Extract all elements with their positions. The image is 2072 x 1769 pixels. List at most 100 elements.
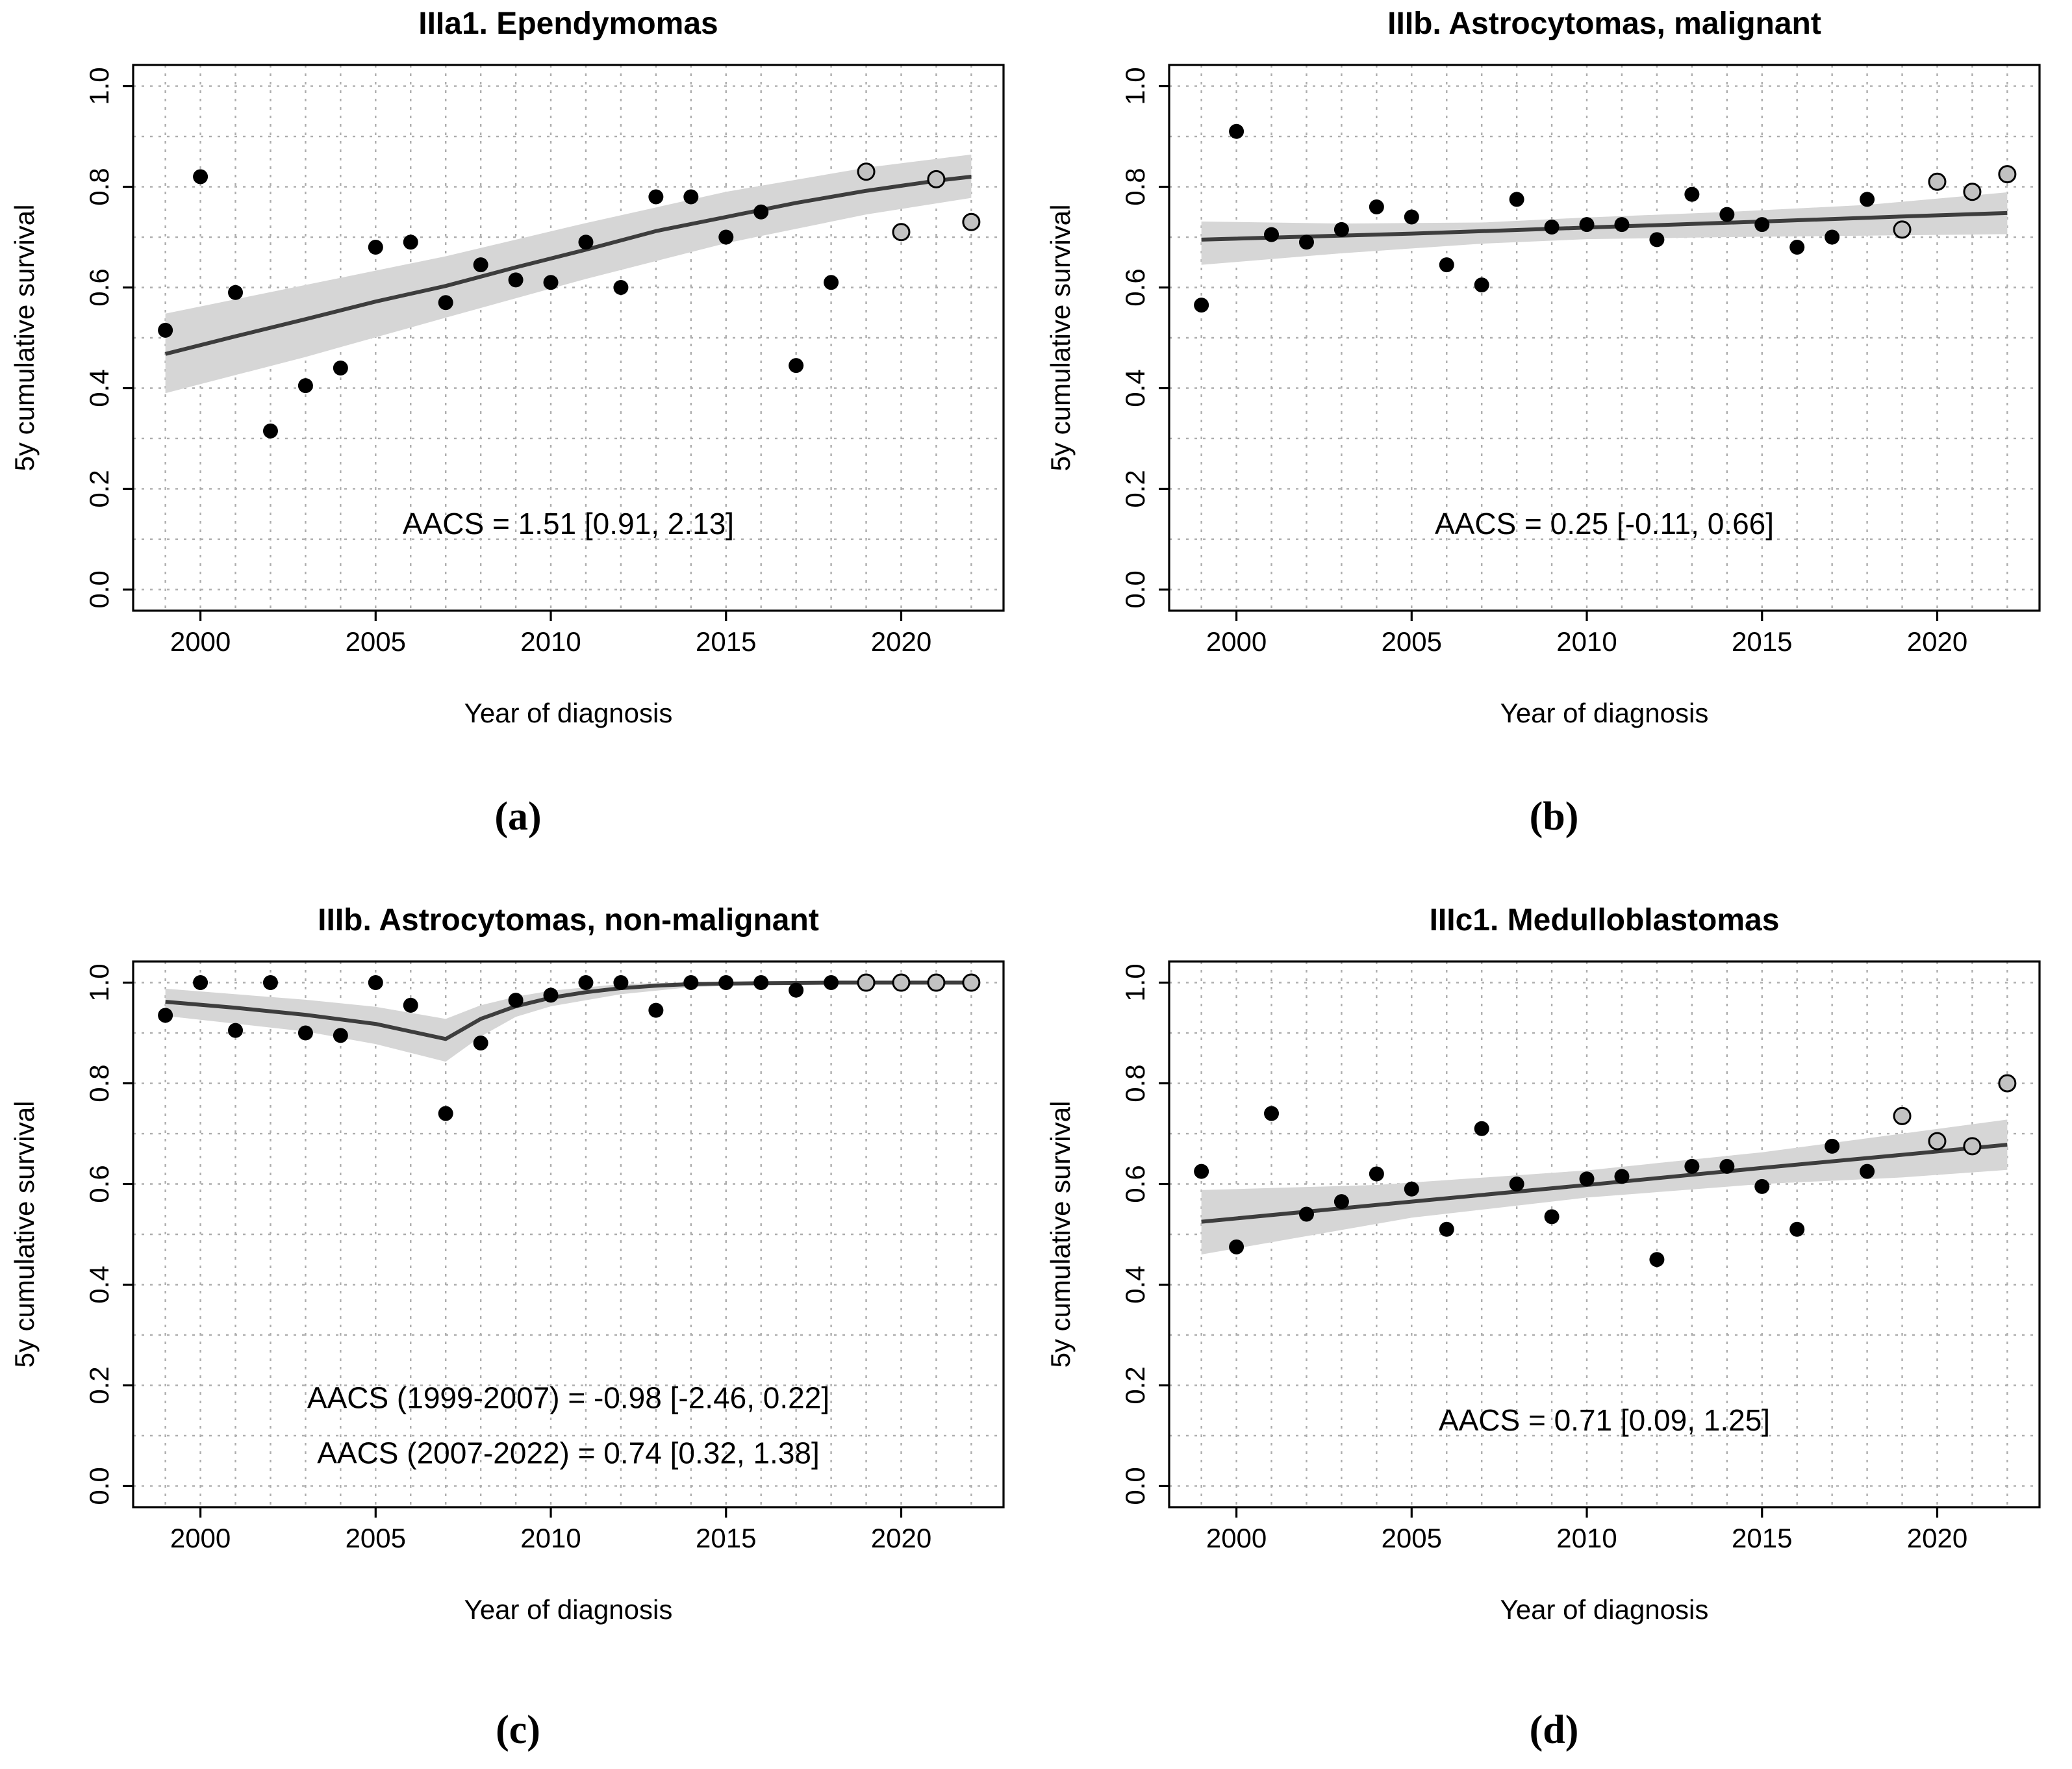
data-point (1579, 217, 1595, 233)
data-point (1194, 1164, 1209, 1179)
data-point (508, 993, 524, 1008)
data-point (683, 975, 699, 991)
x-axis-title: Year of diagnosis (464, 698, 673, 728)
data-point (1333, 1194, 1349, 1210)
data-point (1544, 220, 1560, 235)
x-tick-label: 2010 (520, 626, 581, 657)
data-point (1614, 1169, 1630, 1184)
y-axis: 0.0 0.2 0.4 0.6 0.8 1.0 (1120, 67, 1169, 609)
data-point (1369, 199, 1384, 215)
x-axis-title: Year of diagnosis (1500, 698, 1709, 728)
data-point (403, 997, 418, 1013)
data-point (824, 975, 839, 991)
data-point (1298, 235, 1314, 250)
data-point (578, 975, 594, 991)
grid-lines (133, 961, 1004, 1507)
data-point (228, 1023, 244, 1038)
y-tick-label: 0.8 (84, 1064, 114, 1102)
data-point (1404, 209, 1419, 225)
x-tick-label: 2010 (1556, 1523, 1617, 1553)
data-point (1789, 1221, 1805, 1237)
data-point (1684, 1158, 1700, 1174)
y-tick-label: 0.6 (84, 1165, 114, 1203)
data-point (1719, 1158, 1735, 1174)
data-points (1194, 123, 2017, 313)
data-point (1439, 1221, 1454, 1237)
data-point (1264, 1106, 1280, 1121)
grid-lines (1169, 65, 2040, 611)
x-tick-label: 2020 (1907, 1523, 1967, 1553)
data-point (1474, 277, 1489, 293)
data-point (1649, 232, 1665, 248)
data-point (1264, 227, 1280, 242)
panel-a-letter: (a) (494, 795, 542, 839)
data-point (473, 1036, 488, 1051)
data-point (789, 982, 804, 998)
x-tick-label: 2020 (871, 1523, 931, 1553)
data-point (683, 189, 699, 205)
data-point (262, 975, 278, 991)
x-tick-label: 2005 (1382, 626, 1442, 657)
data-point (1404, 1181, 1419, 1197)
data-point (1963, 183, 1982, 201)
x-tick-label: 2005 (346, 1523, 406, 1553)
y-tick-label: 0.6 (84, 268, 114, 306)
data-point (1649, 1252, 1665, 1267)
data-point (438, 1106, 453, 1121)
data-point (193, 975, 208, 991)
data-point (1825, 1138, 1840, 1154)
panel-c-letter: (c) (496, 1708, 540, 1752)
y-tick-label: 0.2 (1120, 1366, 1150, 1404)
data-point (927, 170, 946, 188)
data-point (1719, 207, 1735, 222)
data-point (718, 229, 734, 245)
data-point (333, 1028, 348, 1043)
panel-c: 2000 2005 2010 2015 2020 0.0 0.2 0.4 0.6 0.8 1.0 II… (0, 897, 1036, 1769)
confidence-band (165, 981, 972, 1062)
data-point (1754, 1178, 1770, 1194)
x-axis: 2000 2005 2010 2015 2020 (1206, 1507, 1967, 1553)
data-point (857, 973, 876, 992)
x-tick-label: 2000 (170, 1523, 231, 1553)
y-axis-title: 5y cumulative survival (1045, 205, 1076, 472)
y-tick-label: 0.8 (1120, 1064, 1150, 1102)
chart-title: IIIa1. Ependymomas (418, 6, 718, 41)
data-point (1860, 1164, 1875, 1179)
chart-title: IIIb. Astrocytomas, malignant (1387, 6, 1821, 41)
y-tick-label: 1.0 (84, 67, 114, 105)
panel-d: 2000 2005 2010 2015 2020 0.0 0.2 0.4 0.6 0.8 1.0 II… (1036, 897, 2072, 1769)
y-axis: 0.0 0.2 0.4 0.6 0.8 1.0 (84, 67, 133, 609)
y-tick-label: 0.0 (1120, 570, 1150, 608)
aacs-annotation: AACS = 1.51 [0.91, 2.13] (403, 507, 734, 541)
data-point (1229, 123, 1244, 139)
data-point (1474, 1121, 1489, 1136)
y-tick-label: 0.8 (84, 168, 114, 205)
data-point (1860, 192, 1875, 207)
panel-a: 2000 2005 2010 2015 2020 0.0 0.2 0.4 0.6 0.8 1.0 II… (0, 0, 1036, 897)
data-point (1614, 217, 1630, 233)
data-point (228, 285, 244, 300)
plot-frame (132, 64, 1005, 612)
x-tick-label: 2005 (1382, 1523, 1442, 1553)
data-point (333, 360, 348, 375)
data-point (1998, 165, 2017, 184)
plot-frame (1168, 960, 2041, 1508)
data-point (927, 973, 946, 992)
data-point (1928, 172, 1947, 191)
data-point (613, 280, 629, 296)
y-tick-label: 0.4 (84, 369, 114, 407)
y-tick-label: 0.2 (1120, 470, 1150, 507)
data-point (1825, 229, 1840, 245)
data-point (1928, 1132, 1947, 1151)
data-point (1754, 217, 1770, 233)
data-point (962, 212, 981, 231)
data-point (158, 322, 173, 338)
panel-b: 2000 2005 2010 2015 2020 0.0 0.2 0.4 0.6 0.8 1.0 II… (1036, 0, 2072, 897)
data-point (857, 162, 876, 181)
y-tick-label: 0.0 (1120, 1467, 1150, 1505)
data-point (1333, 222, 1349, 237)
data-points (158, 162, 981, 439)
y-tick-label: 0.6 (1120, 1165, 1150, 1203)
confidence-band (165, 154, 972, 394)
